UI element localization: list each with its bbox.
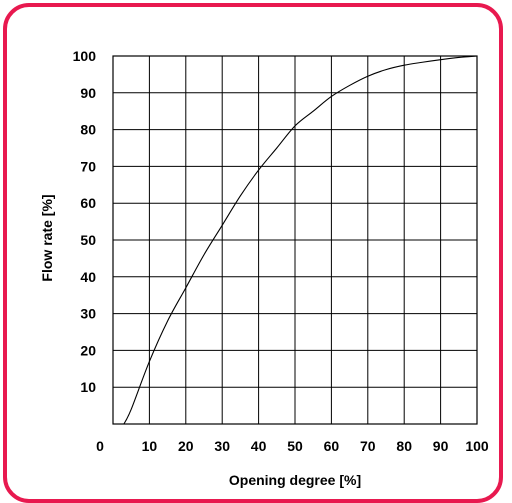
x-tick-label: 0 bbox=[96, 438, 104, 454]
y-tick-label: 50 bbox=[80, 232, 96, 248]
x-tick-label: 100 bbox=[465, 438, 489, 454]
x-tick-label: 40 bbox=[251, 438, 267, 454]
x-tick-label: 50 bbox=[287, 438, 303, 454]
y-tick-label: 100 bbox=[73, 48, 97, 64]
x-tick-label: 20 bbox=[178, 438, 194, 454]
y-tick-label: 30 bbox=[80, 306, 96, 322]
y-tick-label: 60 bbox=[80, 195, 96, 211]
y-tick-label: 70 bbox=[80, 158, 96, 174]
x-tick-label: 70 bbox=[360, 438, 376, 454]
plot-area bbox=[112, 55, 478, 425]
x-axis-ticks: 0 10 20 30 40 50 60 70 80 90 100 bbox=[96, 438, 489, 454]
y-axis-ticks: 10 20 30 40 50 60 70 80 90 100 bbox=[73, 48, 97, 395]
x-tick-label: 80 bbox=[396, 438, 412, 454]
y-tick-label: 40 bbox=[80, 269, 96, 285]
x-axis-title: Opening degree [%] bbox=[229, 472, 361, 488]
chart-frame bbox=[3, 3, 503, 503]
x-tick-label: 10 bbox=[142, 438, 158, 454]
grid bbox=[113, 56, 477, 424]
y-tick-label: 80 bbox=[80, 122, 96, 138]
y-tick-label: 20 bbox=[80, 342, 96, 358]
x-tick-label: 60 bbox=[324, 438, 340, 454]
series-line bbox=[123, 55, 478, 425]
y-axis-title: Flow rate [%] bbox=[39, 194, 55, 281]
x-tick-label: 90 bbox=[433, 438, 449, 454]
y-tick-label: 10 bbox=[80, 379, 96, 395]
x-tick-label: 30 bbox=[214, 438, 230, 454]
y-tick-label: 90 bbox=[80, 85, 96, 101]
